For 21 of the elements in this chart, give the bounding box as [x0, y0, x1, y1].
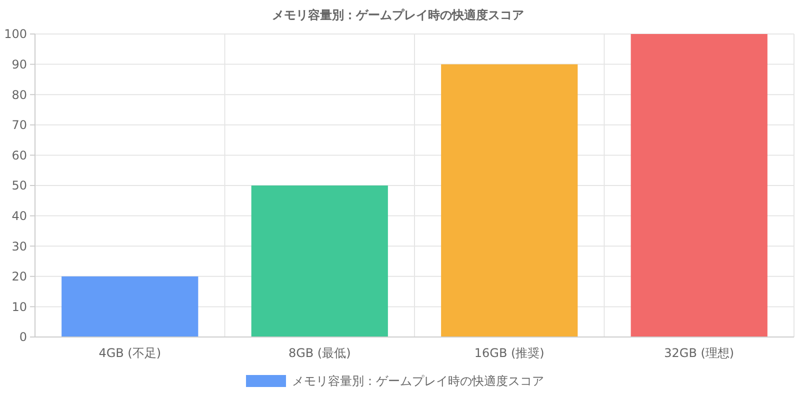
- x-tick-label: 8GB (最低): [288, 346, 351, 360]
- bar: [630, 34, 768, 337]
- y-tick-label: 100: [4, 27, 27, 42]
- x-tick-label: 4GB (不足): [98, 346, 162, 360]
- bar: [251, 186, 388, 337]
- y-tick-label: 60: [12, 148, 27, 162]
- legend-label: メモリ容量別：ゲームプレイ時の快適度スコア: [292, 374, 544, 388]
- y-tick-label: 20: [12, 270, 27, 284]
- x-tick-label: 16GB (推奨): [474, 346, 544, 360]
- bar: [441, 64, 578, 337]
- y-tick-label: 40: [12, 209, 27, 223]
- y-tick-label: 80: [12, 88, 27, 102]
- y-tick-label: 30: [12, 239, 27, 254]
- y-tick-label: 70: [12, 118, 27, 132]
- chart-title: メモリ容量別：ゲームプレイ時の快適度スコア: [272, 8, 524, 22]
- y-tick-label: 10: [12, 300, 27, 314]
- y-tick-label: 0: [19, 330, 27, 344]
- y-tick-label: 50: [12, 178, 27, 193]
- x-tick-label: 32GB (理想): [664, 346, 734, 360]
- bar: [62, 276, 198, 337]
- y-tick-label: 90: [12, 58, 27, 72]
